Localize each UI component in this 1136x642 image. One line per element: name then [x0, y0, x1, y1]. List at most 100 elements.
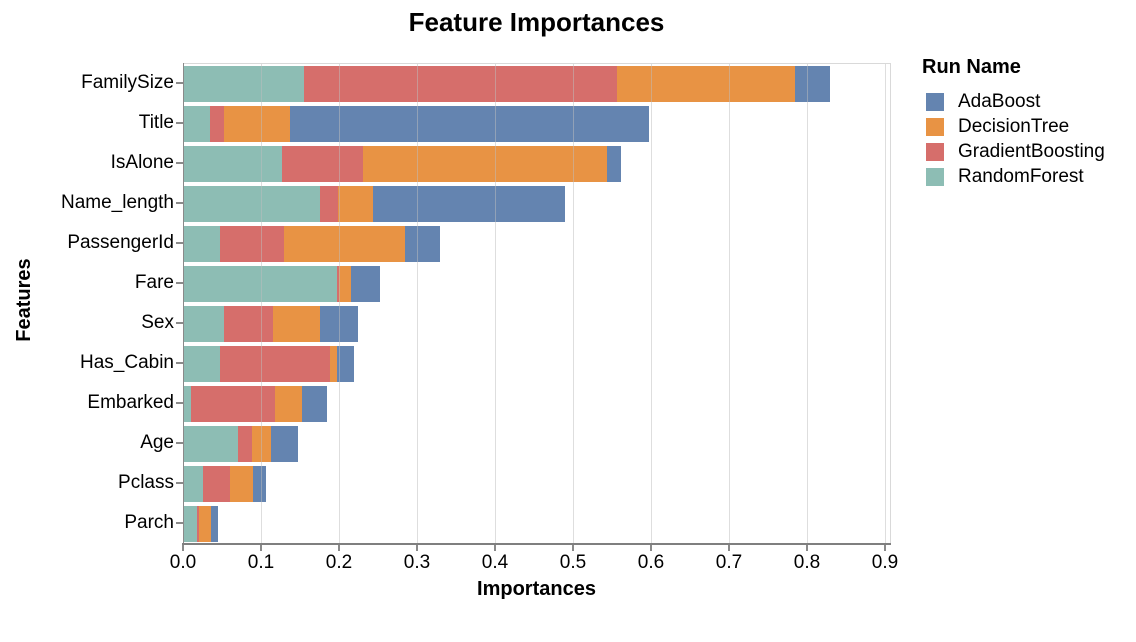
- bar-segment: [373, 186, 566, 222]
- x-axis-domain-line: [182, 543, 891, 545]
- y-tick: [176, 482, 183, 484]
- legend-label: RandomForest: [958, 166, 1084, 187]
- x-tick: [650, 545, 652, 551]
- bar-row: [183, 306, 358, 342]
- legend-swatch: [926, 168, 944, 186]
- bar-segment: [183, 106, 211, 142]
- bar-segment: [224, 106, 290, 142]
- bar-segment: [320, 306, 358, 342]
- bar-segment: [198, 506, 212, 542]
- bar-segment: [289, 106, 650, 142]
- bar-row: [183, 506, 219, 542]
- legend-swatch: [926, 93, 944, 111]
- x-tick: [260, 545, 262, 551]
- x-tick-label: 0.8: [793, 552, 821, 573]
- bar-segment: [229, 466, 254, 502]
- y-axis-domain-line: [183, 63, 184, 543]
- chart-title: Feature Importances: [408, 7, 665, 37]
- bar-segment: [329, 346, 338, 382]
- legend-label: GradientBoosting: [958, 141, 1105, 162]
- bar-row: [183, 426, 299, 462]
- y-tick: [176, 282, 183, 284]
- y-tick-label: Has_Cabin: [80, 352, 174, 373]
- x-axis-title: Importances: [477, 578, 596, 600]
- bar-segment: [282, 146, 364, 182]
- legend-label: AdaBoost: [958, 91, 1041, 112]
- bar-segment: [183, 146, 283, 182]
- bar-segment: [272, 306, 321, 342]
- y-tick: [176, 442, 183, 444]
- y-tick: [176, 522, 183, 524]
- bar-segment: [338, 266, 352, 302]
- bar-segment: [271, 426, 299, 462]
- x-tick-label: 0.9: [871, 552, 899, 573]
- y-tick-label: PassengerId: [67, 232, 174, 253]
- bar-segment: [183, 186, 320, 222]
- legend-items: AdaBoost DecisionTree GradientBoosting Rand…: [922, 91, 1105, 187]
- y-tick-label: Parch: [124, 512, 174, 533]
- bar-segment: [617, 66, 796, 102]
- bar-segment: [338, 186, 374, 222]
- y-tick-label: Pclass: [118, 472, 174, 493]
- bar-segment: [197, 506, 199, 542]
- x-tick-label: 0.4: [481, 552, 509, 573]
- bar-segment: [203, 466, 230, 502]
- bar-row: [183, 146, 621, 182]
- bar-segment: [337, 346, 354, 382]
- legend-swatch: [926, 143, 944, 161]
- x-tick: [416, 545, 418, 551]
- x-tick: [338, 545, 340, 551]
- y-tick: [176, 202, 183, 204]
- bar-row: [183, 466, 266, 502]
- bar-segment: [183, 386, 191, 422]
- bar-segment: [337, 266, 339, 302]
- legend-swatch: [926, 118, 944, 136]
- bar-segment: [303, 66, 618, 102]
- legend: Run Name AdaBoost DecisionTree GradientBoo…: [922, 56, 1105, 193]
- x-tick-label: 0.5: [559, 552, 587, 573]
- x-tick: [728, 545, 730, 551]
- y-tick-label: IsAlone: [110, 152, 174, 173]
- plot-area: [183, 63, 891, 544]
- x-tick-label: 0.6: [637, 552, 665, 573]
- legend-title: Run Name: [922, 56, 1021, 78]
- x-tick: [572, 545, 574, 551]
- bar-segment: [183, 466, 204, 502]
- x-tick-label: 0.3: [403, 552, 431, 573]
- bar-segment: [237, 426, 253, 462]
- bar-segment: [363, 146, 607, 182]
- bar-segment: [183, 66, 304, 102]
- x-tick-label: 0.0: [169, 552, 197, 573]
- y-tick-label: Age: [140, 432, 174, 453]
- x-tick: [182, 545, 184, 551]
- x-tick: [806, 545, 808, 551]
- x-tick-label: 0.2: [325, 552, 353, 573]
- y-tick: [176, 82, 183, 84]
- y-tick: [176, 242, 183, 244]
- bar-segment: [190, 386, 276, 422]
- y-tick-label: Fare: [134, 272, 174, 293]
- bar-segment: [253, 466, 266, 502]
- bar-segment: [211, 506, 219, 542]
- bar-segment: [351, 266, 380, 302]
- bar-segment: [219, 346, 330, 382]
- bar-segment: [275, 386, 302, 422]
- bar-segment: [183, 506, 198, 542]
- bar-row: [183, 106, 650, 142]
- y-tick: [176, 322, 183, 324]
- y-tick: [176, 362, 183, 364]
- y-tick-label: FamilySize: [81, 72, 174, 93]
- bar-segment: [319, 186, 339, 222]
- bar-segment: [223, 306, 273, 342]
- y-tick-label: Embarked: [87, 392, 174, 413]
- bar-segment: [183, 346, 220, 382]
- bar-segment: [219, 226, 284, 262]
- bar-segment: [283, 226, 406, 262]
- bar-segment: [606, 146, 621, 182]
- bar-segment: [183, 266, 338, 302]
- bar-segment: [210, 106, 225, 142]
- bars-layer: [183, 64, 890, 544]
- y-tick: [176, 122, 183, 124]
- y-tick: [176, 402, 183, 404]
